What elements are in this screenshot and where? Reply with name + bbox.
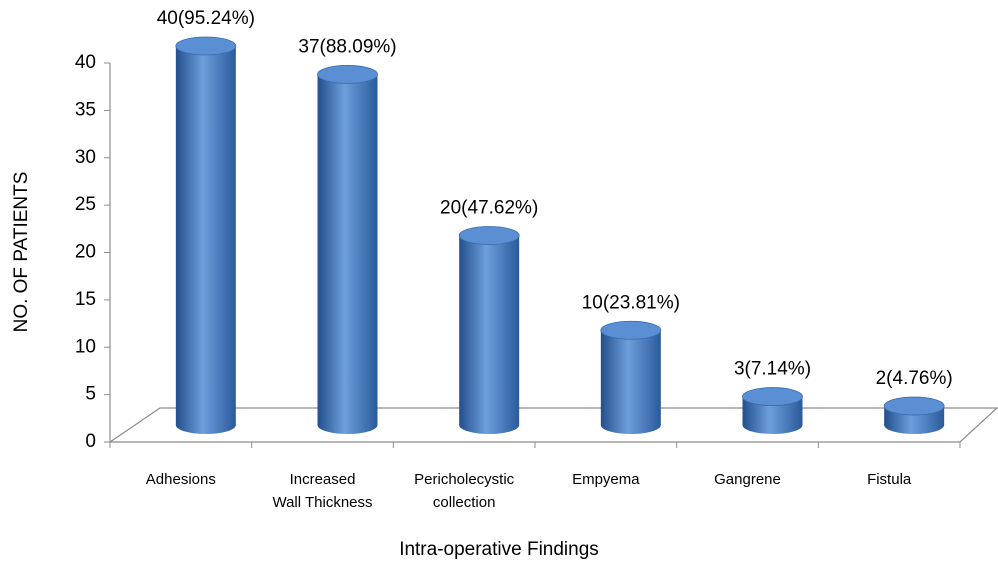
x-tick-label: Adhesions	[146, 471, 216, 488]
y-tick-label: 25	[75, 194, 96, 215]
y-tick-label: 5	[85, 384, 96, 405]
bar-top	[175, 36, 237, 56]
y-axis-title: NO. OF PATIENTS	[11, 172, 32, 333]
y-tick-label: 40	[75, 52, 96, 73]
x-tick-label: Fistula	[867, 471, 912, 488]
value-label: 37(88.09%)	[298, 36, 396, 57]
x-axis-title: Intra-operative Findings	[399, 539, 599, 560]
y-tick-label: 0	[85, 431, 96, 452]
x-tick-label: Pericholecystic collection	[414, 471, 515, 511]
bar	[317, 74, 378, 435]
y-tick-label: 10	[75, 336, 96, 357]
bar-top	[317, 65, 378, 84]
y-tick-label: 35	[75, 99, 96, 120]
x-tick-label: Empyema	[572, 471, 640, 488]
bar	[175, 46, 236, 434]
bar	[742, 396, 803, 434]
bar-top	[883, 396, 945, 416]
bar-top	[600, 320, 662, 340]
bar-top	[742, 387, 803, 406]
bar	[600, 330, 661, 434]
bar-top	[458, 226, 520, 245]
value-label: 10(23.81%)	[582, 292, 680, 313]
value-label: 20(47.62%)	[440, 198, 538, 219]
x-tick-label: Increased Wall Thickness	[272, 471, 372, 511]
floor	[108, 407, 998, 443]
bar	[459, 235, 520, 434]
value-label: 40(95.24%)	[157, 8, 255, 29]
value-label: 3(7.14%)	[734, 359, 811, 380]
y-tick-label: 30	[75, 147, 96, 168]
y-tick-label: 20	[75, 242, 96, 263]
x-tick-label: Gangrene	[714, 471, 781, 488]
y-tick-label: 15	[75, 289, 96, 310]
value-label: 2(4.76%)	[876, 368, 953, 389]
